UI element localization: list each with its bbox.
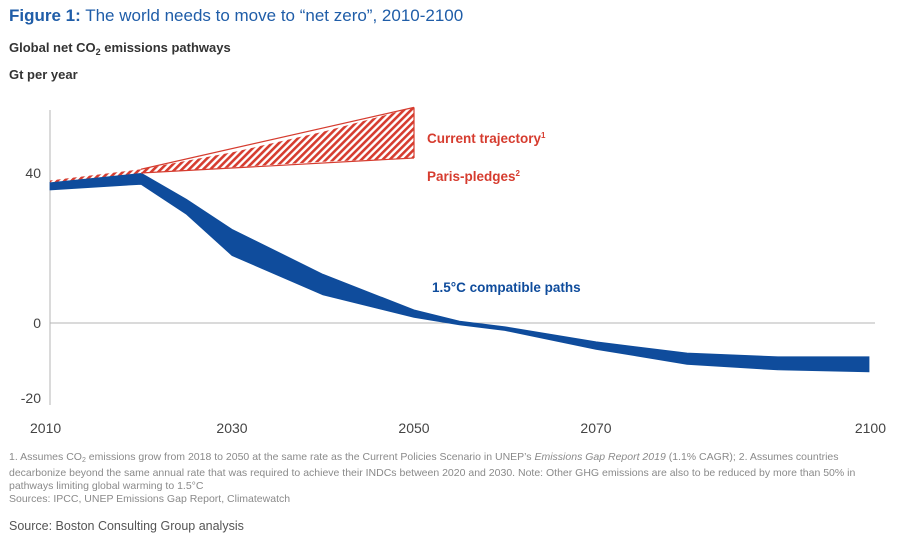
- footnote-1-report-title: Emissions Gap Report 2019: [534, 451, 666, 463]
- source-line: Source: Boston Consulting Group analysis: [9, 519, 244, 533]
- chart-subtitle: Global net CO2 emissions pathways: [9, 40, 231, 57]
- figure-title: Figure 1: The world needs to move to “ne…: [9, 6, 463, 26]
- plot-area: 40 0 -20 2010 2030 2050 2070 2100 Current trajec…: [21, 106, 886, 436]
- emissions-chart: 40 0 -20 2010 2030 2050 2070 2100 Current trajec…: [21, 106, 886, 436]
- x-tick-label-2030: 2030: [216, 420, 247, 436]
- x-tick-label-2010: 2010: [30, 420, 61, 436]
- footnote-1-prefix: 1. Assumes CO: [9, 451, 82, 463]
- footnote-1-mid: emissions grow from 2018 to 2050 at the …: [85, 451, 535, 463]
- current-trajectory-edge: [140, 106, 415, 170]
- x-tick-label-2070: 2070: [580, 420, 611, 436]
- footnote-1-subscript: 2: [81, 457, 86, 464]
- footnote-sources: Sources: IPCC, UNEP Emissions Gap Report…: [9, 493, 291, 505]
- x-tick-label-2100: 2100: [855, 420, 886, 436]
- x-tick-label-2050: 2050: [398, 420, 429, 436]
- series-current-trajectory-band: [50, 107, 414, 183]
- figure-label: Figure 1:: [9, 6, 81, 25]
- subtitle-suffix: emissions pathways: [100, 40, 231, 55]
- label-current-trajectory: Current trajectory1: [427, 131, 546, 146]
- y-tick-label--20: -20: [21, 390, 41, 406]
- paris-pledges-edge: [140, 157, 415, 174]
- label-paris-pledges: Paris-pledges2: [427, 169, 521, 184]
- footnote-1-rest: (1.1% CAGR); 2. Assumes countries decarb…: [9, 451, 856, 492]
- series-1p5c-band: [49, 172, 870, 373]
- subtitle-subscript: 2: [95, 47, 101, 57]
- figure-title-text: The world needs to move to “net zero”, 2…: [85, 6, 464, 25]
- y-tick-label-0: 0: [33, 315, 41, 331]
- y-tick-label-40: 40: [25, 165, 41, 181]
- footnotes: 1. Assumes CO2 emissions grow from 2018 …: [9, 451, 894, 506]
- label-paris-pledges-superscript: 2: [516, 169, 521, 178]
- label-current-trajectory-superscript: 1: [541, 131, 546, 140]
- subtitle-prefix: Global net CO: [9, 40, 96, 55]
- label-1p5c-paths: 1.5°C compatible paths: [432, 280, 581, 295]
- y-unit-label: Gt per year: [9, 67, 78, 82]
